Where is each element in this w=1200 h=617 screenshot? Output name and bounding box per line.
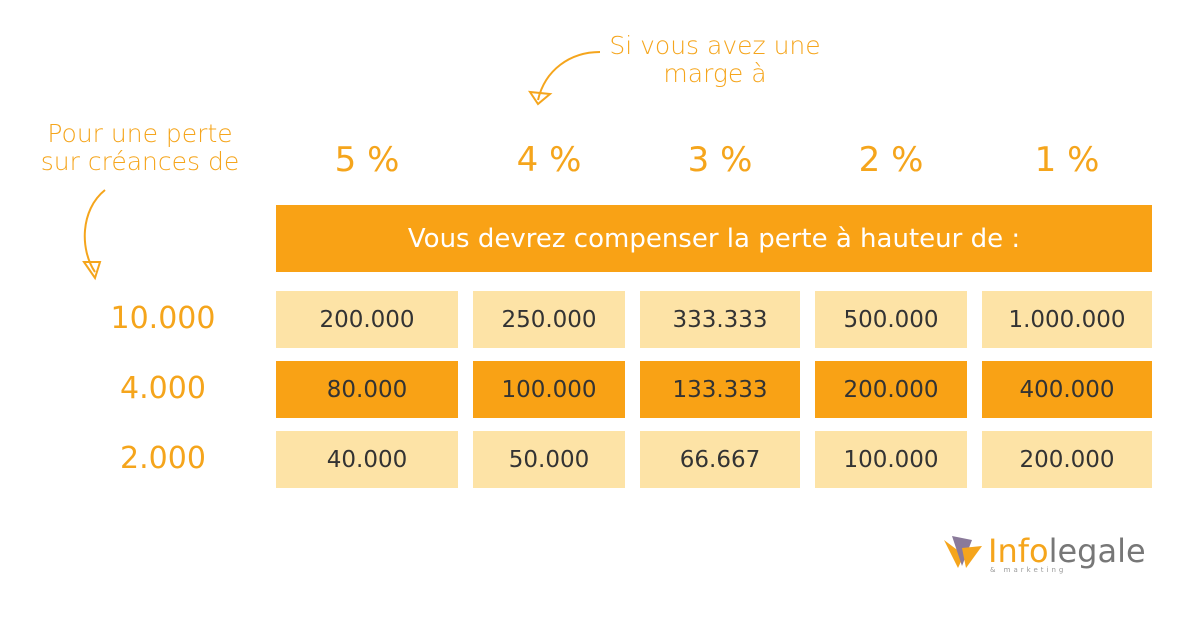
table-cell: 250.000 xyxy=(473,291,625,348)
table-cell: 133.333 xyxy=(640,361,800,418)
table-cell: 200.000 xyxy=(815,361,967,418)
margin-label-line: Si vous avez une xyxy=(609,31,821,60)
table-cell: 200.000 xyxy=(276,291,458,348)
table-cell: 333.333 xyxy=(640,291,800,348)
arrow xyxy=(83,189,106,273)
loss-label-line: sur créances de xyxy=(40,147,240,176)
arrow xyxy=(537,51,601,101)
row-label: 10.000 xyxy=(110,301,216,336)
arrowhead xyxy=(527,90,553,106)
margin-label-line: marge à xyxy=(663,59,767,88)
table-cell: 100.000 xyxy=(815,431,967,488)
table-cell: 66.667 xyxy=(640,431,800,488)
loss-label: Pour une perte sur créances de xyxy=(20,120,260,176)
table-cell: 50.000 xyxy=(473,431,625,488)
row-label: 4.000 xyxy=(120,371,206,406)
table-cell: 400.000 xyxy=(982,361,1152,418)
logo: Infolegale xyxy=(988,532,1146,570)
margin-header: 1 % xyxy=(1034,140,1100,180)
table-cell: 1.000.000 xyxy=(982,291,1152,348)
logo-part: legale xyxy=(1048,532,1146,570)
table-cell: 100.000 xyxy=(473,361,625,418)
table-cell: 80.000 xyxy=(276,361,458,418)
logo-icon xyxy=(944,536,982,568)
table-cell: 200.000 xyxy=(982,431,1152,488)
margin-header: 3 % xyxy=(687,140,753,180)
margin-header: 2 % xyxy=(858,140,924,180)
logo-tagline: & marketing xyxy=(990,566,1067,574)
row-label: 2.000 xyxy=(120,441,206,476)
margin-label: Si vous avez une marge à xyxy=(590,32,840,88)
table-cell: 500.000 xyxy=(815,291,967,348)
arrowhead xyxy=(82,261,102,281)
banner: Vous devrez compenser la perte à hauteur… xyxy=(276,205,1152,272)
margin-header: 5 % xyxy=(334,140,400,180)
table-cell: 40.000 xyxy=(276,431,458,488)
logo-part: Info xyxy=(988,532,1049,570)
loss-label-line: Pour une perte xyxy=(47,119,233,148)
margin-header: 4 % xyxy=(516,140,582,180)
